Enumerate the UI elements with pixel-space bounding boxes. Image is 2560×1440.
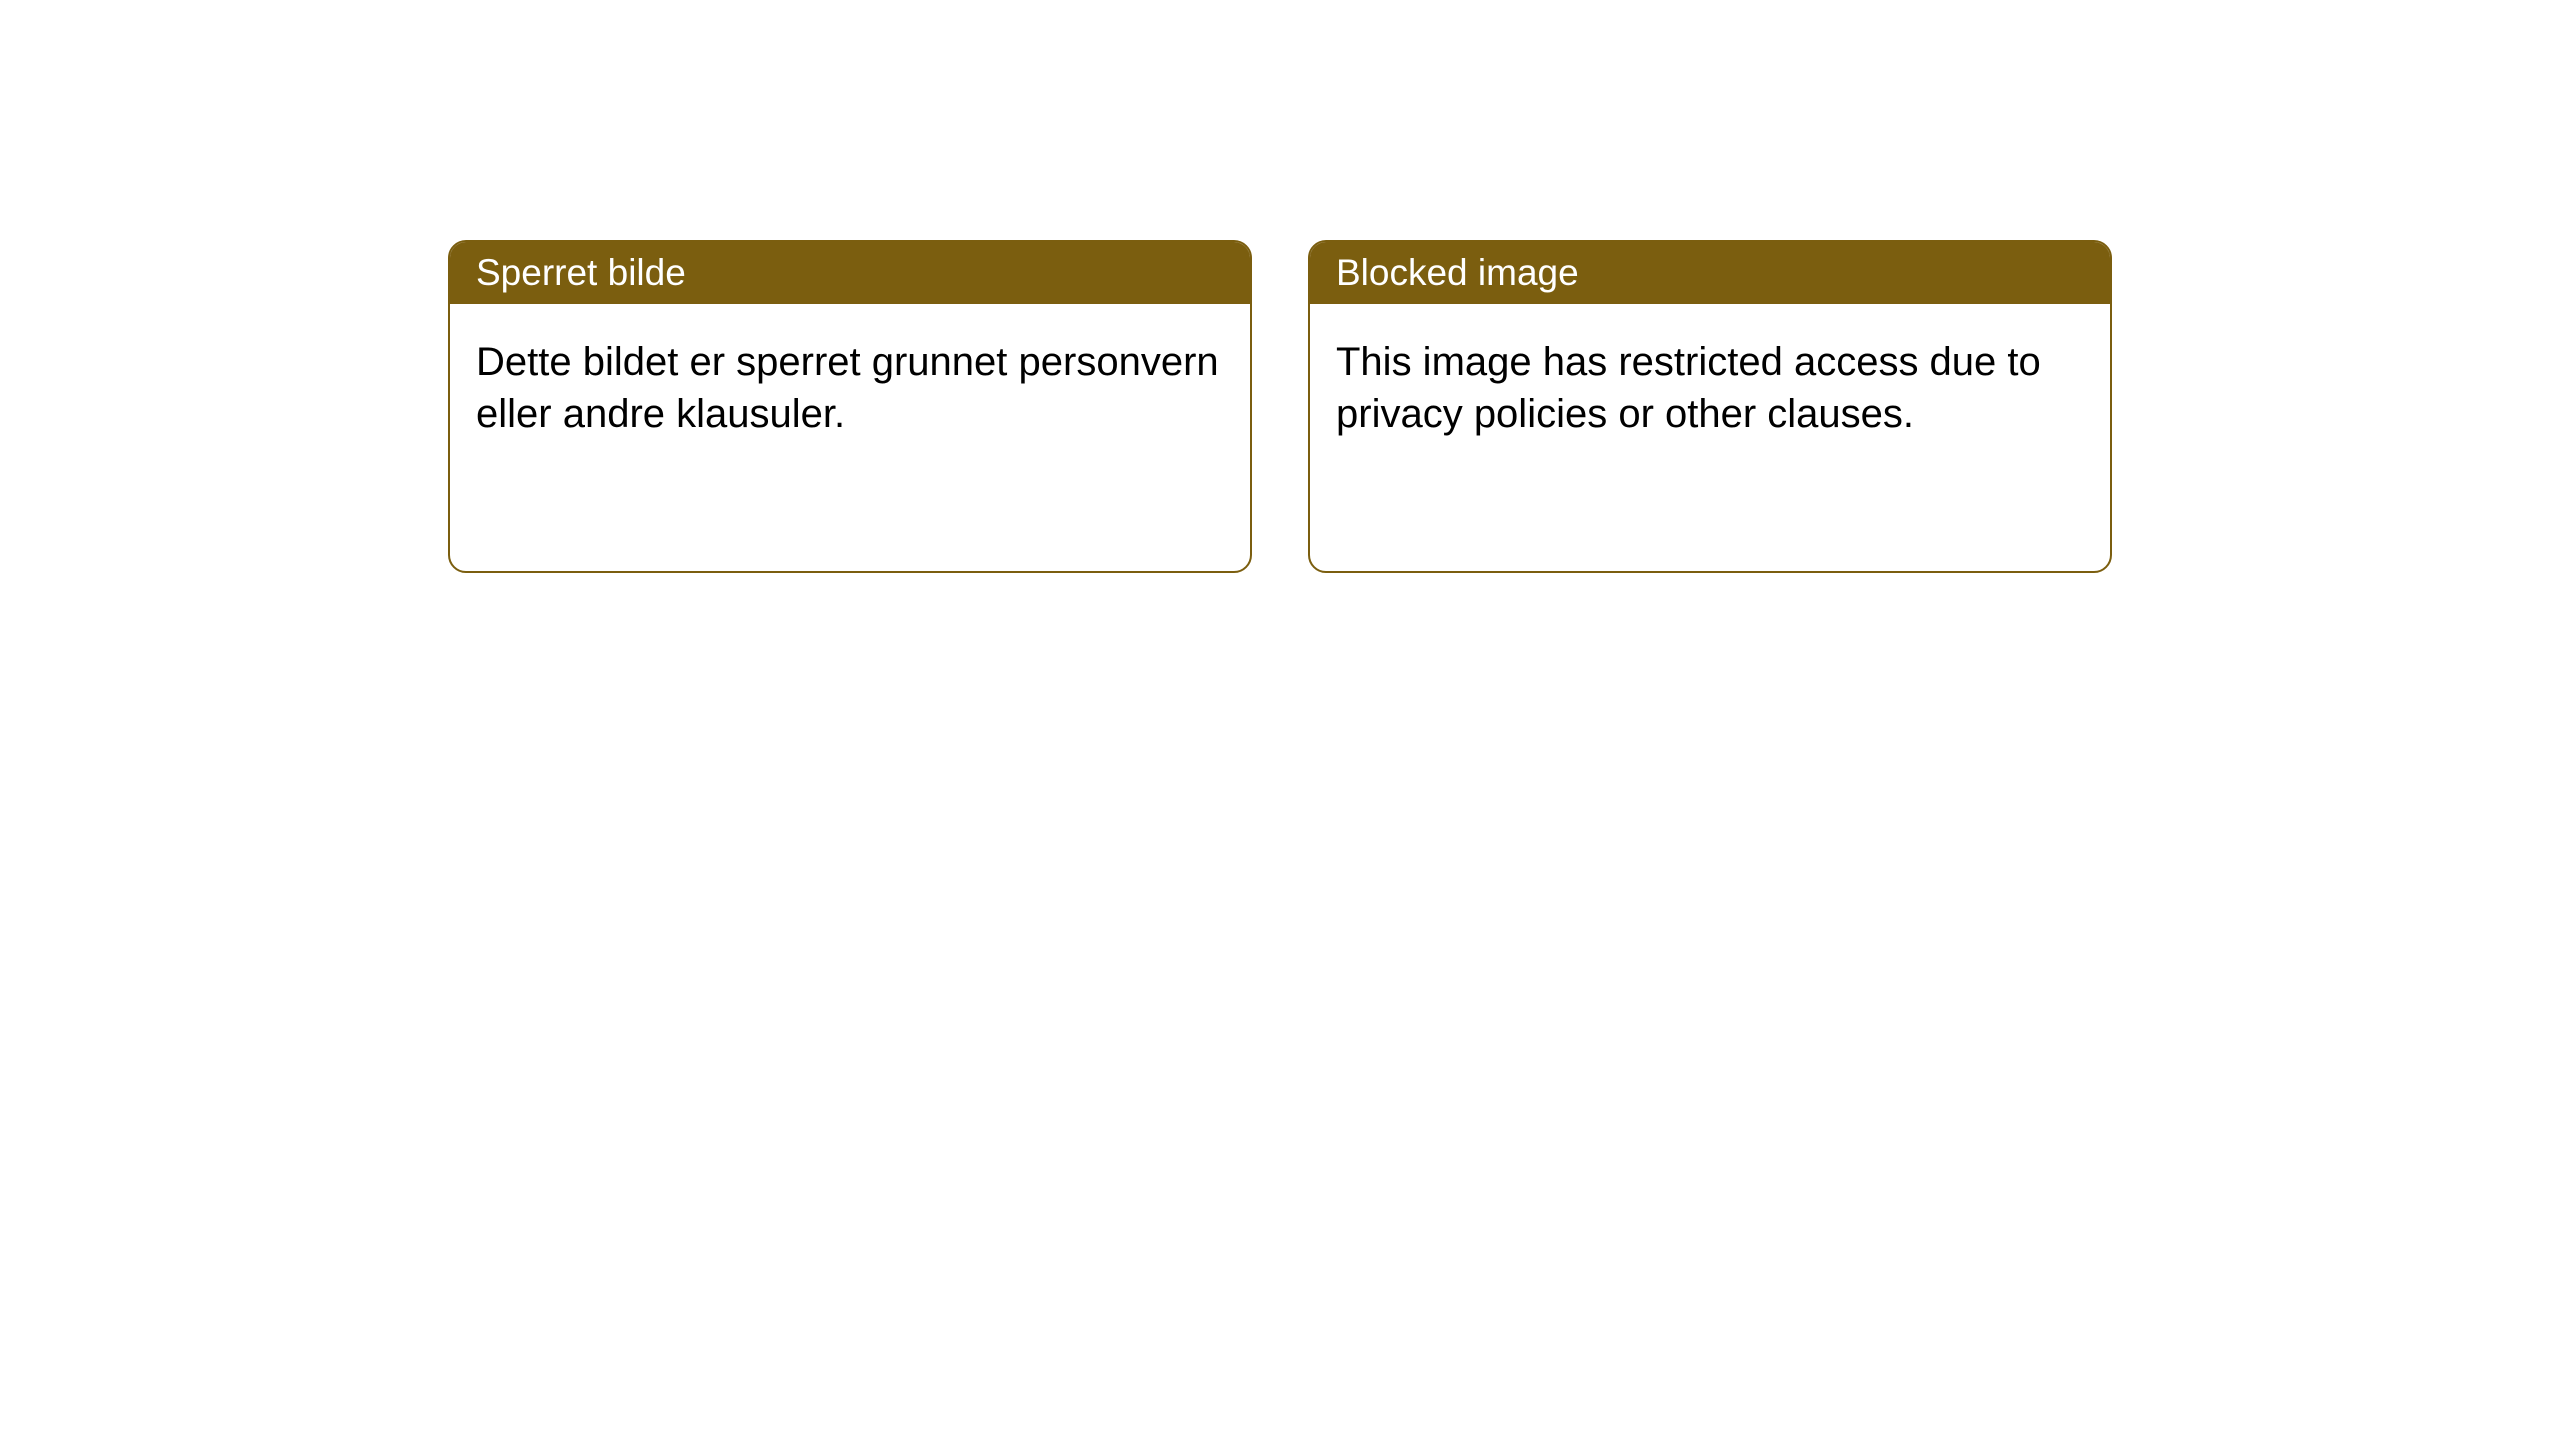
card-body-text-en: This image has restricted access due to …: [1336, 340, 2041, 436]
card-header-no: Sperret bilde: [450, 242, 1250, 304]
card-body-en: This image has restricted access due to …: [1310, 304, 2110, 472]
card-body-text-no: Dette bildet er sperret grunnet personve…: [476, 340, 1219, 436]
card-body-no: Dette bildet er sperret grunnet personve…: [450, 304, 1250, 472]
blocked-image-card-en: Blocked image This image has restricted …: [1308, 240, 2112, 573]
card-title-no: Sperret bilde: [476, 252, 686, 293]
card-header-en: Blocked image: [1310, 242, 2110, 304]
card-container: Sperret bilde Dette bildet er sperret gr…: [0, 0, 2560, 573]
card-title-en: Blocked image: [1336, 252, 1579, 293]
blocked-image-card-no: Sperret bilde Dette bildet er sperret gr…: [448, 240, 1252, 573]
